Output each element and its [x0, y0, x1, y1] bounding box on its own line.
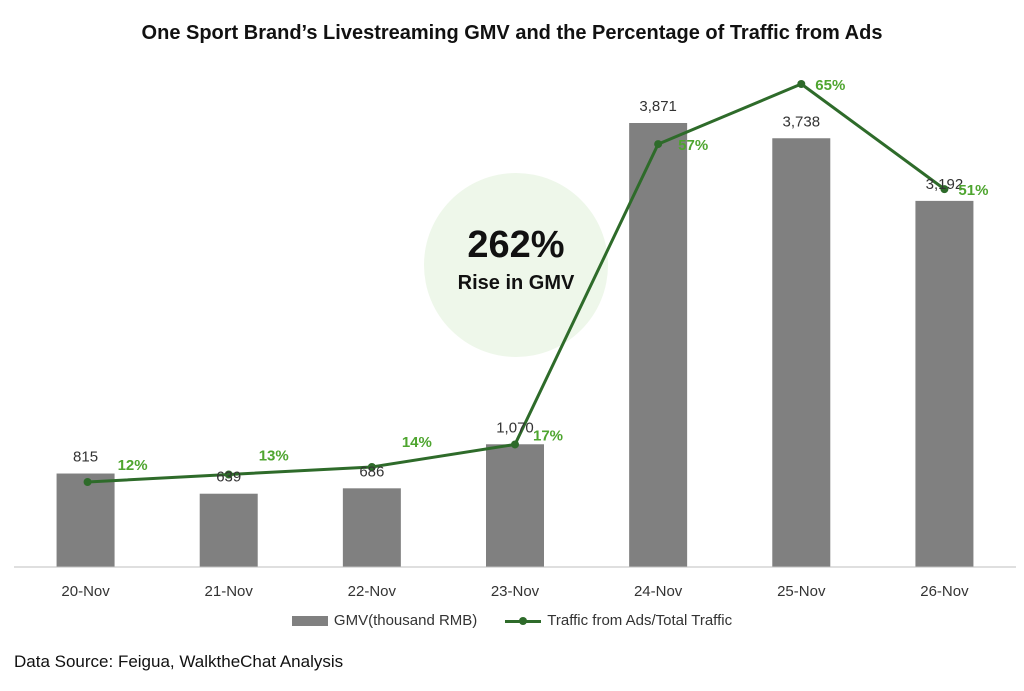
legend-label-gmv: GMV(thousand RMB)	[333, 612, 478, 629]
legend-item-traffic: Traffic from Ads/Total Traffic	[505, 612, 732, 629]
percent-label: 13%	[259, 447, 289, 464]
bar	[915, 200, 974, 567]
percent-label: 12%	[118, 457, 148, 474]
x-tick-label: 25-Nov	[777, 583, 826, 600]
traffic-point	[367, 462, 376, 471]
x-tick-label: 22-Nov	[348, 583, 397, 600]
legend-swatch-line	[505, 615, 542, 627]
bar-value-label: 686	[359, 463, 384, 480]
traffic-point	[654, 140, 663, 149]
percent-label: 51%	[958, 182, 988, 199]
bar	[486, 444, 544, 567]
percent-label: 17%	[533, 427, 563, 444]
traffic-point	[797, 80, 806, 88]
x-tick-label: 26-Nov	[920, 583, 969, 600]
traffic-point	[511, 440, 519, 449]
bar-value-label: 639	[216, 469, 241, 486]
bar	[772, 138, 831, 567]
traffic-point	[83, 478, 92, 486]
bar	[629, 123, 688, 567]
traffic-point	[940, 185, 949, 194]
legend-item-gmv: GMV(thousand RMB)	[291, 612, 478, 629]
legend-swatch-bar	[291, 615, 328, 626]
x-tick-label: 23-Nov	[491, 583, 540, 600]
x-tick-label: 21-Nov	[205, 583, 254, 600]
legend: GMV(thousand RMB) Traffic from Ads/Total…	[0, 612, 1024, 629]
bar-value-label: 1,070	[496, 419, 534, 436]
callout-value: 262%	[467, 224, 564, 266]
bar	[342, 488, 401, 567]
traffic-point	[224, 470, 233, 479]
x-tick-label: 20-Nov	[61, 583, 110, 600]
bar	[56, 473, 115, 567]
percent-label: 14%	[402, 434, 432, 451]
bar-value-label: 3,871	[639, 98, 677, 115]
chart-title: One Sport Brand’s Livestreaming GMV and …	[141, 22, 883, 44]
percent-label: 57%	[678, 137, 708, 154]
percent-label: 65%	[815, 77, 845, 94]
bar-value-label: 3,192	[926, 176, 964, 193]
bar	[199, 493, 258, 567]
x-tick-label: 24-Nov	[634, 583, 683, 600]
bar-value-label: 3,738	[783, 113, 821, 130]
bar-value-label: 815	[73, 449, 98, 466]
callout-circle	[424, 173, 608, 357]
data-source-note: Data Source: Feigua, WalktheChat Analysi…	[14, 652, 344, 671]
legend-label-traffic: Traffic from Ads/Total Traffic	[547, 612, 733, 629]
callout-text: Rise in GMV	[458, 272, 575, 294]
